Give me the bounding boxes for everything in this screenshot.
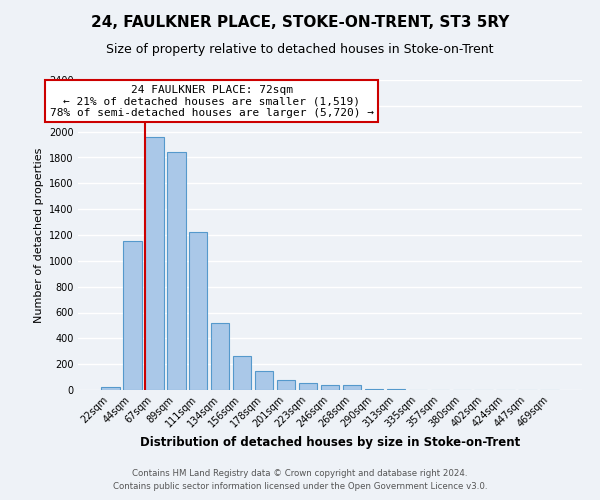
- Text: 24 FAULKNER PLACE: 72sqm
← 21% of detached houses are smaller (1,519)
78% of sem: 24 FAULKNER PLACE: 72sqm ← 21% of detach…: [50, 84, 374, 118]
- Bar: [101, 387, 119, 390]
- Bar: [167, 152, 185, 390]
- Bar: [343, 385, 361, 390]
- Text: Contains HM Land Registry data © Crown copyright and database right 2024.: Contains HM Land Registry data © Crown c…: [132, 468, 468, 477]
- Bar: [233, 356, 251, 390]
- Bar: [211, 323, 229, 390]
- Text: 24, FAULKNER PLACE, STOKE-ON-TRENT, ST3 5RY: 24, FAULKNER PLACE, STOKE-ON-TRENT, ST3 …: [91, 15, 509, 30]
- Bar: [320, 385, 340, 390]
- X-axis label: Distribution of detached houses by size in Stoke-on-Trent: Distribution of detached houses by size …: [140, 436, 520, 449]
- Bar: [299, 384, 317, 390]
- Y-axis label: Number of detached properties: Number of detached properties: [34, 148, 44, 322]
- Text: Contains public sector information licensed under the Open Government Licence v3: Contains public sector information licen…: [113, 482, 487, 491]
- Bar: [277, 380, 295, 390]
- Bar: [189, 232, 208, 390]
- Bar: [123, 242, 142, 390]
- Bar: [365, 388, 383, 390]
- Bar: [255, 371, 274, 390]
- Bar: [145, 137, 164, 390]
- Text: Size of property relative to detached houses in Stoke-on-Trent: Size of property relative to detached ho…: [106, 42, 494, 56]
